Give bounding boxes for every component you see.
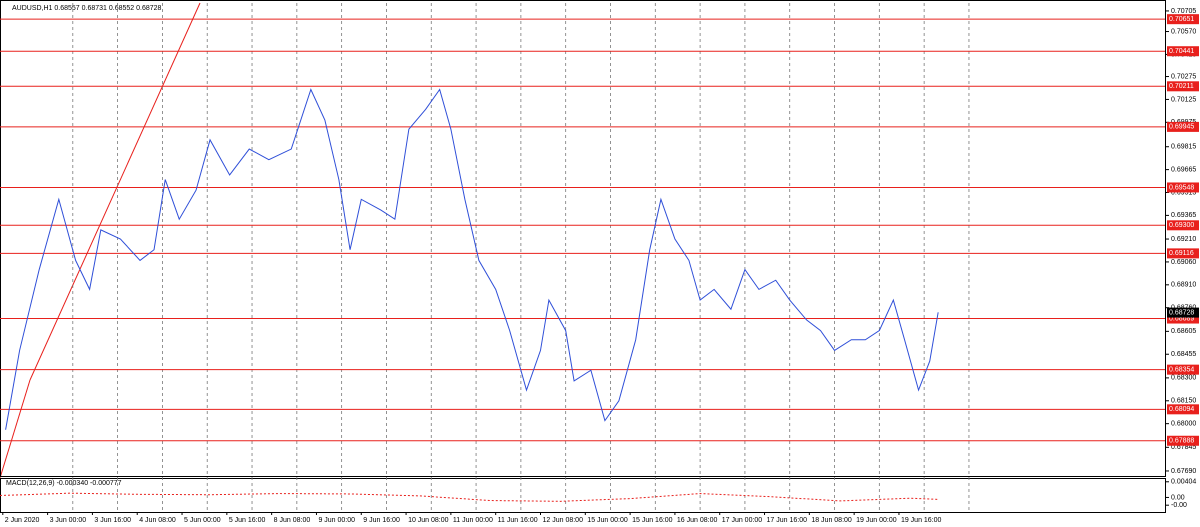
level-box	[1167, 364, 1199, 375]
level-box	[1167, 81, 1199, 92]
y-tick-label: 0.70570	[1171, 28, 1196, 35]
x-tick-label: 15 Jun 16:00	[632, 517, 673, 524]
level-box	[1167, 313, 1199, 324]
level-box	[1167, 404, 1199, 415]
y-tick-label: 0.69060	[1171, 259, 1196, 266]
y-tick-label: 0.69815	[1171, 144, 1196, 151]
level-label: 0.70211	[1169, 83, 1194, 90]
y-tick-label: 0.67845	[1171, 444, 1196, 451]
macd-label: MACD(12,26,9) -0.000340 -0.000777	[6, 480, 122, 487]
price-line	[5, 88, 939, 430]
x-tick-label: 3 Jun 00:00	[50, 517, 87, 524]
x-tick-label: 4 Jun 08:00	[139, 517, 176, 524]
y-tick-label: 0.68150	[1171, 398, 1196, 405]
macd-y-tick-label: -0.00	[1171, 502, 1187, 509]
trendline	[0, 379, 31, 479]
x-tick-label: 2 Jun 2020	[5, 517, 40, 524]
level-label: 0.68354	[1169, 366, 1194, 373]
x-tick-label: 9 Jun 00:00	[318, 517, 355, 524]
y-tick-label: 0.68605	[1171, 328, 1196, 335]
y-tick-label: 0.68000	[1171, 421, 1196, 428]
x-tick-label: 16 Jun 08:00	[677, 517, 718, 524]
macd-y-tick-label: 0.00404	[1171, 479, 1196, 486]
last-price-label: 0.68728	[1169, 309, 1194, 316]
y-tick-label: 0.68300	[1171, 375, 1196, 382]
y-tick-label: 0.68910	[1171, 282, 1196, 289]
level-label: 0.68689	[1169, 315, 1194, 322]
chart-header: AUDUSD,H1 0.68557 0.68731 0.68552 0.6872…	[12, 5, 162, 12]
y-tick-label: 0.68455	[1171, 351, 1196, 358]
y-tick-label: 0.69210	[1171, 236, 1196, 243]
level-label: 0.68094	[1169, 406, 1194, 413]
macd-y-tick-label: 0.00	[1171, 494, 1185, 501]
x-tick-label: 3 Jun 16:00	[94, 517, 131, 524]
level-box	[1167, 435, 1199, 446]
level-label: 0.67888	[1169, 438, 1194, 445]
y-tick-label: 0.67690	[1171, 468, 1196, 475]
level-label: 0.70651	[1169, 16, 1194, 23]
x-tick-label: 19 Jun 00:00	[856, 517, 897, 524]
level-label: 0.69945	[1169, 124, 1194, 131]
level-label: 0.69116	[1169, 250, 1194, 257]
y-tick-label: 0.70125	[1171, 96, 1196, 103]
y-tick-label: 0.70275	[1171, 73, 1196, 80]
x-tick-label: 10 Jun 08:00	[408, 517, 449, 524]
x-tick-label: 15 Jun 00:00	[587, 517, 628, 524]
x-tick-label: 5 Jun 16:00	[229, 517, 266, 524]
x-tick-label: 17 Jun 16:00	[767, 517, 808, 524]
main-frame	[0, 0, 1166, 477]
level-box	[1167, 248, 1199, 259]
x-tick-label: 5 Jun 00:00	[184, 517, 221, 524]
level-label: 0.69548	[1169, 184, 1194, 191]
level-box	[1167, 182, 1199, 193]
y-tick-label: 0.70705	[1171, 8, 1196, 15]
y-tick-label: 0.69665	[1171, 166, 1196, 173]
y-tick-label: 0.69515	[1171, 189, 1196, 196]
macd-signal	[0, 492, 939, 502]
level-label: 0.69300	[1169, 222, 1194, 229]
x-tick-label: 11 Jun 16:00	[498, 517, 538, 524]
level-box	[1167, 14, 1199, 25]
level-box	[1167, 220, 1199, 231]
x-tick-label: 9 Jun 16:00	[363, 517, 400, 524]
level-box	[1167, 121, 1199, 132]
level-box	[1167, 46, 1199, 57]
y-tick-label: 0.69365	[1171, 212, 1196, 219]
trendline	[29, 2, 201, 381]
last-price-box	[1167, 307, 1199, 318]
x-tick-label: 8 Jun 08:00	[274, 517, 311, 524]
x-tick-label: 11 Jun 00:00	[453, 517, 493, 524]
x-tick-label: 17 Jun 00:00	[722, 517, 763, 524]
x-tick-label: 18 Jun 08:00	[811, 517, 852, 524]
x-tick-label: 19 Jun 16:00	[901, 517, 942, 524]
level-label: 0.70441	[1169, 48, 1194, 55]
x-tick-label: 12 Jun 08:00	[542, 517, 583, 524]
